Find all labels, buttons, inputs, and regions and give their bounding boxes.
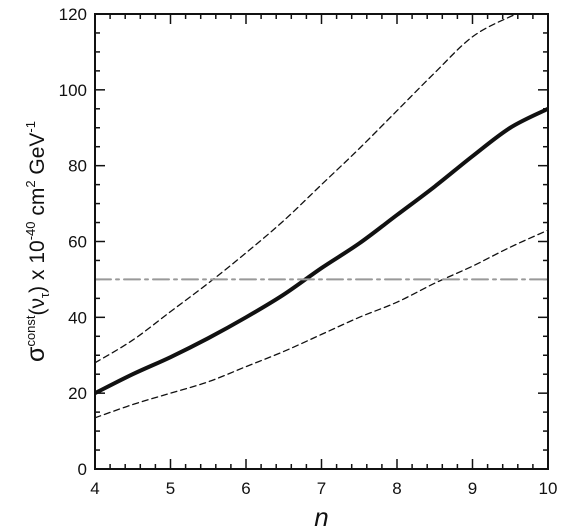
x-tick-label: 5 — [166, 479, 175, 498]
y-tick-label: 80 — [68, 157, 87, 176]
x-tick-label: 4 — [90, 479, 99, 498]
y-tick-label: 20 — [68, 384, 87, 403]
y-title-sup: const — [23, 315, 38, 346]
y-title-units: cm — [26, 188, 49, 222]
y-tick-label: 100 — [59, 81, 87, 100]
y-axis-title: σconst(ντ) x 10-40 cm2 GeV-1 — [22, 121, 52, 362]
x-tick-label: 8 — [392, 479, 401, 498]
plot-frame — [94, 13, 549, 470]
central-curve — [95, 106, 548, 396]
y-tick-label: 40 — [68, 308, 87, 327]
x-tick-label: 10 — [539, 479, 558, 498]
x-tick-label: 9 — [468, 479, 477, 498]
lower-dashed-curve — [95, 229, 548, 419]
y-title-gev: GeV — [26, 133, 49, 181]
y-title-exp: -40 — [23, 222, 38, 241]
y-tick-label: 0 — [78, 460, 87, 479]
y-title-close: ) — [26, 286, 49, 293]
y-title-units-exp: 2 — [23, 180, 38, 187]
x-axis-title: n — [314, 502, 328, 532]
series-layer — [95, 14, 548, 419]
y-title-sigma: σ — [22, 346, 50, 362]
upper-dashed-curve — [95, 14, 523, 364]
y-title-mid: x 10 — [26, 240, 49, 286]
y-title-sub: τ — [37, 292, 52, 298]
y-tick-label: 120 — [59, 5, 87, 24]
y-axis-title-text: σconst(ντ) x 10-40 cm2 GeV-1 — [22, 121, 52, 362]
x-tick-label: 6 — [241, 479, 250, 498]
x-tick-label: 7 — [317, 479, 326, 498]
y-title-open: (ν — [26, 298, 49, 316]
y-tick-label: 60 — [68, 233, 87, 252]
y-title-gev-exp: -1 — [23, 121, 38, 133]
